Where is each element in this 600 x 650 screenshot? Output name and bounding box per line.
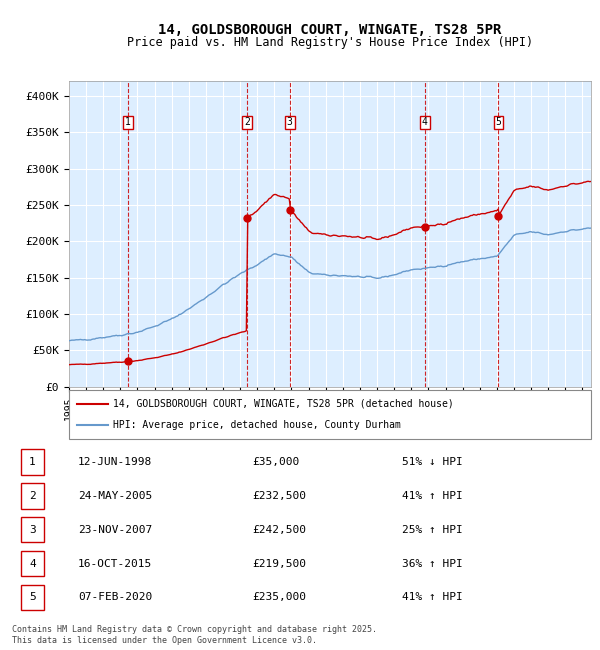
Text: 5: 5 (496, 118, 502, 127)
Text: 51% ↓ HPI: 51% ↓ HPI (402, 457, 463, 467)
Text: 14, GOLDSBOROUGH COURT, WINGATE, TS28 5PR: 14, GOLDSBOROUGH COURT, WINGATE, TS28 5P… (158, 23, 502, 37)
Text: £232,500: £232,500 (252, 491, 306, 501)
Text: £235,000: £235,000 (252, 592, 306, 603)
Text: 1: 1 (29, 457, 36, 467)
Text: 3: 3 (287, 118, 293, 127)
Text: 12-JUN-1998: 12-JUN-1998 (78, 457, 152, 467)
Text: 07-FEB-2020: 07-FEB-2020 (78, 592, 152, 603)
Text: 36% ↑ HPI: 36% ↑ HPI (402, 558, 463, 569)
Text: 41% ↑ HPI: 41% ↑ HPI (402, 491, 463, 501)
Text: 5: 5 (29, 592, 36, 603)
Text: 2: 2 (244, 118, 250, 127)
Text: Contains HM Land Registry data © Crown copyright and database right 2025.
This d: Contains HM Land Registry data © Crown c… (12, 625, 377, 645)
Text: 24-MAY-2005: 24-MAY-2005 (78, 491, 152, 501)
Text: £219,500: £219,500 (252, 558, 306, 569)
FancyBboxPatch shape (69, 390, 591, 439)
Text: 25% ↑ HPI: 25% ↑ HPI (402, 525, 463, 535)
Text: 23-NOV-2007: 23-NOV-2007 (78, 525, 152, 535)
Text: 1: 1 (125, 118, 131, 127)
Text: 3: 3 (29, 525, 36, 535)
Text: £35,000: £35,000 (252, 457, 299, 467)
Text: 4: 4 (29, 558, 36, 569)
Text: 2: 2 (29, 491, 36, 501)
Text: 41% ↑ HPI: 41% ↑ HPI (402, 592, 463, 603)
Text: 14, GOLDSBOROUGH COURT, WINGATE, TS28 5PR (detached house): 14, GOLDSBOROUGH COURT, WINGATE, TS28 5P… (113, 398, 454, 409)
Text: Price paid vs. HM Land Registry's House Price Index (HPI): Price paid vs. HM Land Registry's House … (127, 36, 533, 49)
Text: 4: 4 (422, 118, 428, 127)
Text: £242,500: £242,500 (252, 525, 306, 535)
Text: 16-OCT-2015: 16-OCT-2015 (78, 558, 152, 569)
Text: HPI: Average price, detached house, County Durham: HPI: Average price, detached house, Coun… (113, 420, 401, 430)
